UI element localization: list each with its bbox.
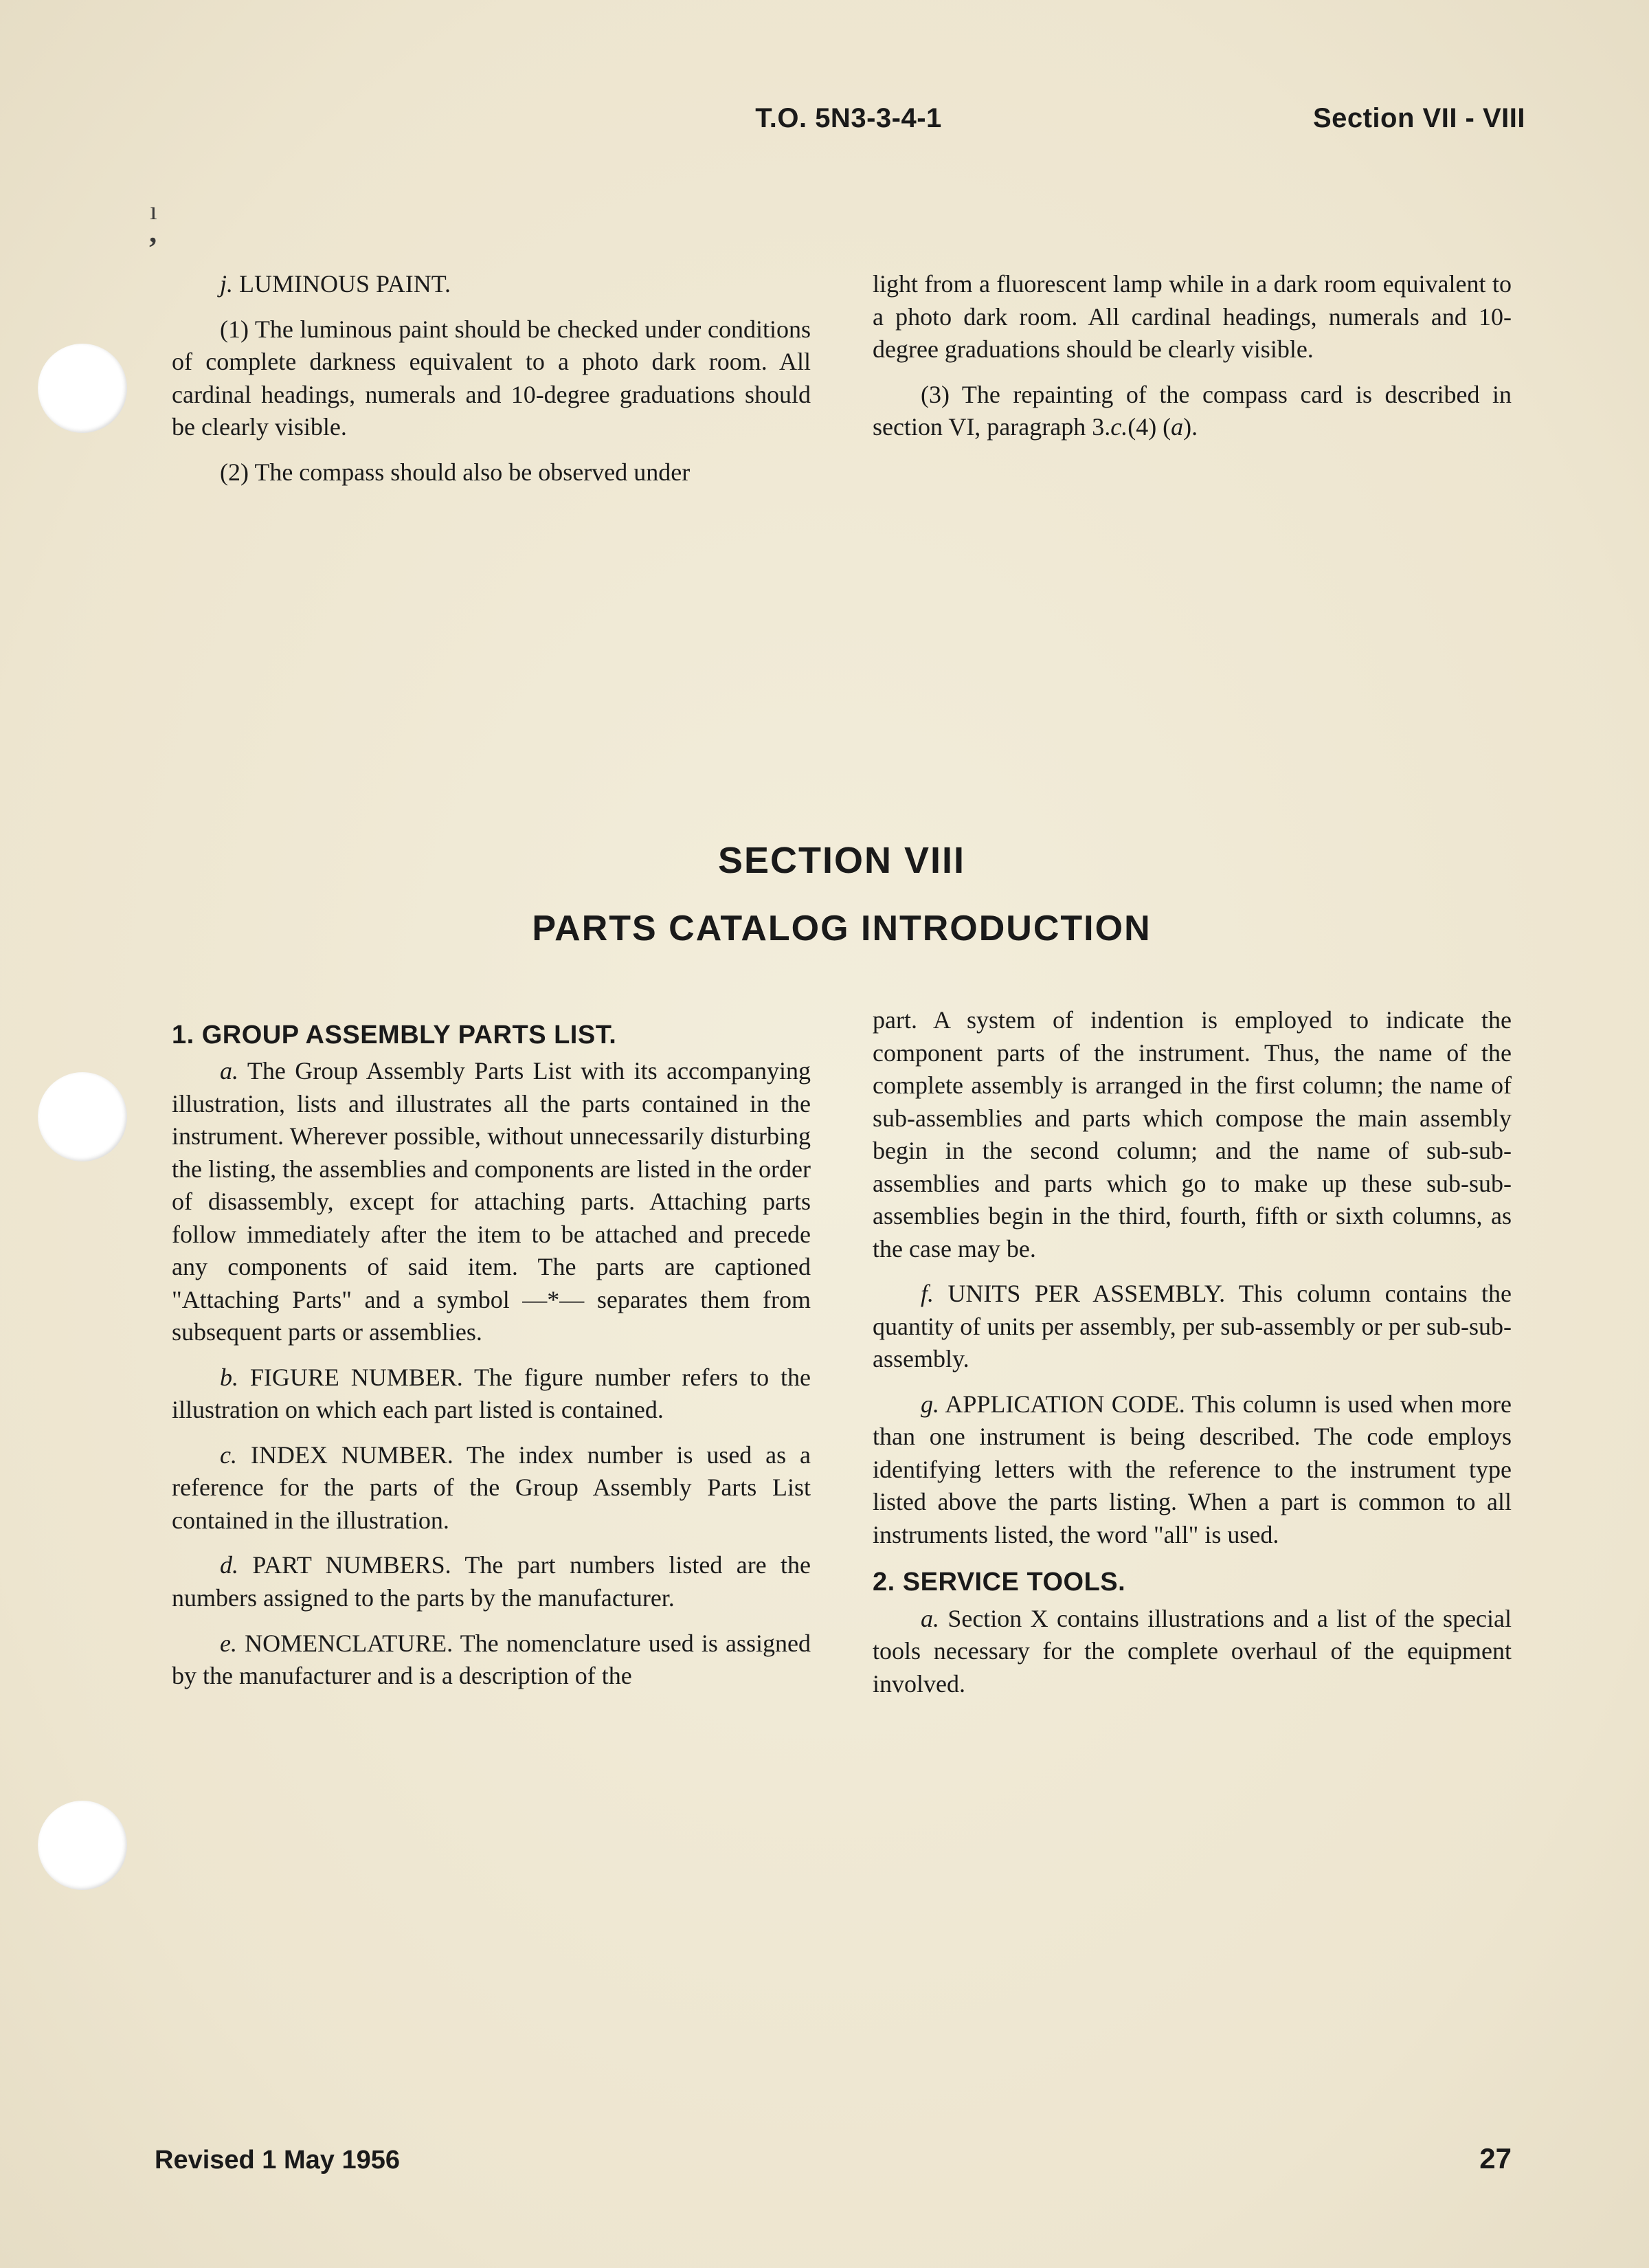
- text-run: UNITS PER ASSEMBLY. This column contains…: [873, 1280, 1512, 1372]
- paragraph: (2) The compass should also be observed …: [172, 456, 811, 489]
- page-content: j. LUMINOUS PAINT. (1) The luminous pain…: [172, 268, 1512, 1709]
- text-run: INDEX NUMBER. The index number is used a…: [172, 1441, 811, 1534]
- paragraph: d. PART NUMBERS. The part numbers listed…: [172, 1549, 811, 1614]
- paragraph: b. FIGURE NUMBER. The figure number refe…: [172, 1361, 811, 1427]
- text-run: Section X contains illustrations and a l…: [873, 1605, 1512, 1698]
- paragraph: a. The Group Assembly Parts List with it…: [172, 1055, 811, 1349]
- text-run: NOMENCLATURE. The nomenclature used is a…: [172, 1630, 811, 1690]
- paragraph: j. LUMINOUS PAINT.: [172, 268, 811, 301]
- scan-artifact: ’: [148, 230, 158, 265]
- paragraph: (1) The luminous paint should be checked…: [172, 313, 811, 444]
- section-title: PARTS CATALOG INTRODUCTION: [172, 908, 1512, 949]
- punch-hole: [38, 344, 127, 433]
- revision-date: Revised 1 May 1956: [155, 2146, 400, 2175]
- section-number: SECTION VIII: [172, 839, 1512, 882]
- paragraph: f. UNITS PER ASSEMBLY. This column conta…: [873, 1278, 1512, 1376]
- numbered-heading: 1. GROUP ASSEMBLY PARTS LIST.: [172, 1018, 811, 1052]
- punch-hole: [38, 1801, 127, 1890]
- text-run: APPLICATION CODE. This column is used wh…: [873, 1390, 1512, 1548]
- section-label: Section VII - VIII: [1313, 103, 1525, 134]
- paragraph: c. INDEX NUMBER. The index number is use…: [172, 1439, 811, 1537]
- paragraph: g. APPLICATION CODE. This column is used…: [873, 1388, 1512, 1552]
- numbered-heading: 2. SERVICE TOOLS.: [873, 1565, 1512, 1599]
- punch-hole: [38, 1072, 127, 1161]
- paragraph: e. NOMENCLATURE. The nomenclature used i…: [172, 1627, 811, 1693]
- paragraph: (3) The repainting of the compass card i…: [873, 379, 1512, 444]
- page: ı ’ T.O. 5N3-3-4-1 Section VII - VIII j.…: [0, 0, 1649, 2268]
- paragraph: part. A system of indention is employed …: [873, 1004, 1512, 1265]
- subheading: LUMINOUS PAINT.: [239, 270, 451, 298]
- text-run: The Group Assembly Parts List with its a…: [172, 1057, 811, 1346]
- paragraph: a. Section X contains illustrations and …: [873, 1603, 1512, 1701]
- scan-artifact: ı: [150, 196, 157, 226]
- top-text-block: j. LUMINOUS PAINT. (1) The luminous pain…: [172, 268, 1512, 489]
- text-run: (3) The repainting of the compass card i…: [873, 381, 1512, 441]
- section-heading: SECTION VIII PARTS CATALOG INTRODUCTION: [172, 839, 1512, 949]
- page-number: 27: [1479, 2142, 1512, 2175]
- text-run: FIGURE NUMBER. The figure number refers …: [172, 1364, 811, 1424]
- paragraph: light from a fluorescent lamp while in a…: [873, 268, 1512, 366]
- text-run: PART NUMBERS. The part numbers listed ar…: [172, 1551, 811, 1612]
- to-number: T.O. 5N3-3-4-1: [755, 103, 942, 134]
- body-text-block: 1. GROUP ASSEMBLY PARTS LIST. a. The Gro…: [172, 1004, 1512, 1709]
- page-header: T.O. 5N3-3-4-1 Section VII - VIII: [172, 103, 1525, 134]
